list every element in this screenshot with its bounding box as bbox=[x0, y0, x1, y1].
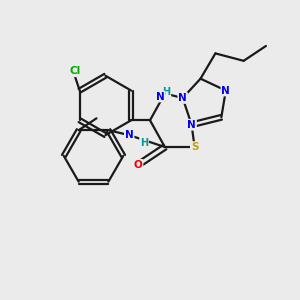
Text: N: N bbox=[187, 120, 196, 130]
Text: N: N bbox=[125, 130, 134, 140]
Text: N: N bbox=[221, 85, 230, 96]
Text: O: O bbox=[134, 160, 142, 170]
Text: H: H bbox=[162, 87, 170, 97]
Text: Cl: Cl bbox=[70, 66, 81, 76]
Text: N: N bbox=[156, 92, 165, 101]
Text: S: S bbox=[191, 142, 198, 152]
Text: N: N bbox=[178, 93, 187, 103]
Text: H: H bbox=[140, 138, 148, 148]
